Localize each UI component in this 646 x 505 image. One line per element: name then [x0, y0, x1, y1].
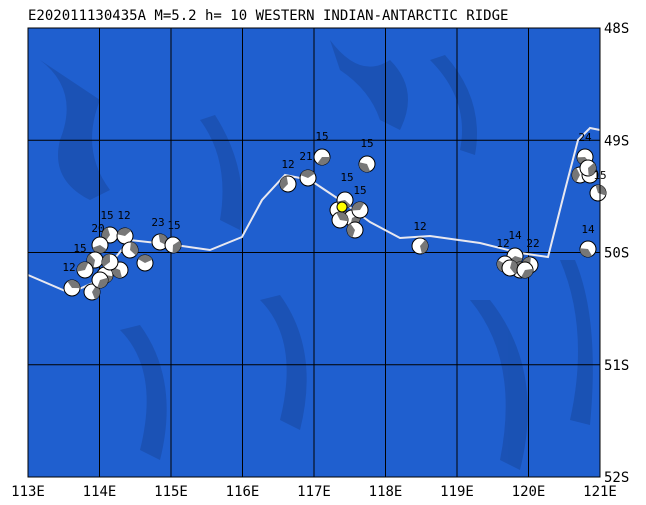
- event-label: 14: [581, 223, 595, 236]
- x-label: 113E: [11, 484, 45, 500]
- event-label: 12: [281, 158, 294, 171]
- beachball-sector: [347, 223, 355, 238]
- beachball-sector: [112, 266, 122, 278]
- beachball-sector: [352, 202, 365, 211]
- x-label: 121E: [583, 484, 617, 500]
- event-label: 21: [299, 150, 312, 163]
- y-label: 49S: [604, 133, 629, 149]
- event-label: 24: [578, 131, 592, 144]
- beachball: [351, 201, 369, 219]
- beachball: [331, 211, 349, 229]
- bathymetry: [40, 40, 593, 470]
- main-event: [336, 201, 348, 213]
- beachball: [101, 253, 119, 271]
- x-label: 115E: [154, 484, 188, 500]
- beachball-sector: [279, 176, 288, 190]
- beachball: [358, 155, 376, 173]
- beachball: [579, 240, 597, 258]
- x-label: 119E: [440, 484, 474, 500]
- y-label: 51S: [604, 358, 629, 374]
- beachball-sector: [588, 162, 596, 176]
- event-label: 12: [413, 220, 426, 233]
- beachball-sector: [92, 245, 107, 253]
- x-label: 120E: [512, 484, 546, 500]
- beachball: [279, 175, 297, 193]
- beachball-sector: [572, 167, 580, 183]
- events: [63, 148, 607, 301]
- event-label: 12: [496, 237, 509, 250]
- beachball: [83, 283, 101, 301]
- event-label: 15: [315, 130, 328, 143]
- beachball-sector: [92, 285, 101, 300]
- event-label: 14: [508, 229, 522, 242]
- beachball: [516, 261, 534, 279]
- beachball: [164, 236, 182, 254]
- beachball-sector: [102, 254, 110, 267]
- event-label: 20: [91, 222, 104, 235]
- plot: [27, 27, 607, 478]
- x-label: 116E: [226, 484, 260, 500]
- beachball: [299, 169, 317, 187]
- event-label: 15: [340, 171, 353, 184]
- event-label: 15: [593, 169, 606, 182]
- beachball: [91, 271, 109, 289]
- beachball-sector: [359, 162, 371, 173]
- event-label: 15: [360, 137, 373, 150]
- axis-labels: 113E 114E 115E 116E 117E 118E 119E 120E 121E 48S 4…: [11, 21, 629, 500]
- frame: [27, 27, 601, 478]
- beachball: [501, 259, 519, 277]
- x-label: 118E: [369, 484, 403, 500]
- beachball: [313, 148, 331, 166]
- beachball-sector: [117, 228, 132, 236]
- x-label: 117E: [297, 484, 331, 500]
- event-label: 22: [526, 237, 539, 250]
- beachball-sector: [336, 212, 348, 222]
- event-label: 15: [353, 184, 366, 197]
- event-label: 15: [167, 219, 180, 232]
- beachball-sector: [300, 170, 315, 178]
- beachball: [411, 237, 429, 255]
- y-label: 50S: [604, 246, 629, 262]
- beachball: [63, 279, 81, 297]
- beachball-sector: [595, 185, 607, 196]
- beachball-sector: [138, 255, 153, 263]
- beachball-sector: [97, 277, 108, 288]
- beachball-sector: [580, 248, 593, 257]
- beachball-sector: [420, 239, 428, 254]
- beachball: [91, 236, 109, 254]
- beachball: [116, 227, 134, 245]
- event-label: 12: [62, 261, 75, 274]
- beachball: [121, 241, 139, 259]
- beachball-sector: [510, 260, 518, 275]
- beachball: [76, 261, 94, 279]
- x-label: 114E: [83, 484, 117, 500]
- map-title: E202011130435A M=5.2 h= 10 WESTERN INDIA…: [28, 8, 508, 24]
- event-label: 15: [73, 242, 86, 255]
- beachball-sector: [67, 280, 80, 289]
- beachball-sector: [172, 240, 181, 253]
- beachball: [136, 254, 154, 272]
- beachball-sector: [130, 242, 138, 256]
- beachball: [579, 159, 597, 177]
- y-label: 48S: [604, 21, 629, 37]
- beachball-sector: [521, 268, 533, 278]
- event-label: 15: [100, 209, 113, 222]
- event-label: 23: [151, 216, 164, 229]
- y-label: 52S: [604, 470, 629, 486]
- beachball: [589, 184, 607, 202]
- beachball-sector: [317, 157, 330, 165]
- beachball-sector: [77, 261, 89, 272]
- beachball: [346, 221, 364, 239]
- event-label: 12: [117, 209, 130, 222]
